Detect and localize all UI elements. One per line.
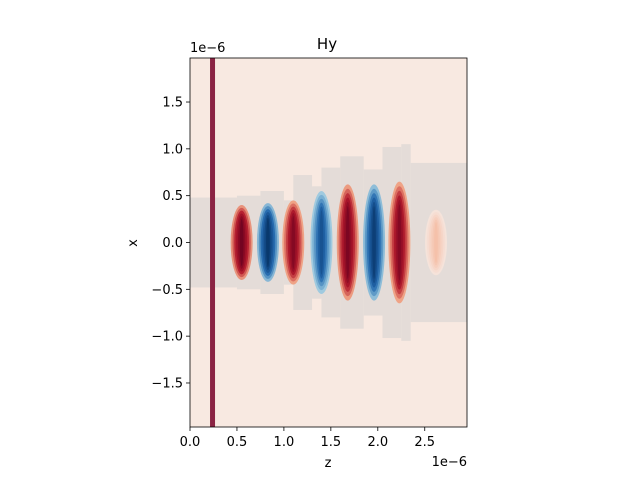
field-lobe (256, 203, 279, 282)
field-lobe (336, 184, 359, 301)
x-offset-text: 1e−6 (432, 455, 467, 470)
y-tick-label: 1.0 (162, 142, 183, 157)
y-tick-label: −0.5 (151, 283, 183, 298)
x-tick-label: 1.0 (274, 435, 295, 450)
source-line (210, 58, 216, 427)
field-lobes (230, 181, 448, 304)
x-tick-label: 0.5 (227, 435, 248, 450)
field-lobe (310, 190, 333, 295)
y-axis-label: x (126, 239, 141, 247)
y-axis-ticks: 1.5 1.0 0.5 0.0 −0.5 −1.0 −1.5 (151, 96, 190, 391)
field-lobe (388, 181, 411, 304)
field-lobe (425, 209, 448, 276)
field-lobe (282, 200, 305, 285)
y-tick-label: 0.5 (162, 189, 183, 204)
x-axis-ticks: 0.0 0.5 1.0 1.5 2.0 2.5 (180, 427, 435, 450)
x-tick-label: 1.5 (321, 435, 342, 450)
field-lobe (363, 184, 386, 301)
x-axis-label: z (325, 456, 332, 471)
y-tick-label: −1.5 (151, 376, 183, 391)
y-tick-label: 0.0 (162, 236, 183, 251)
y-offset-text: 1e−6 (190, 41, 225, 56)
chart-title: Hy (317, 35, 337, 53)
x-tick-label: 2.0 (367, 435, 388, 450)
plot-area (190, 58, 467, 427)
y-tick-label: 1.5 (162, 96, 183, 111)
y-tick-label: −1.0 (151, 330, 183, 345)
x-tick-label: 0.0 (180, 435, 201, 450)
field-lobe (230, 205, 253, 280)
x-tick-label: 2.5 (414, 435, 435, 450)
